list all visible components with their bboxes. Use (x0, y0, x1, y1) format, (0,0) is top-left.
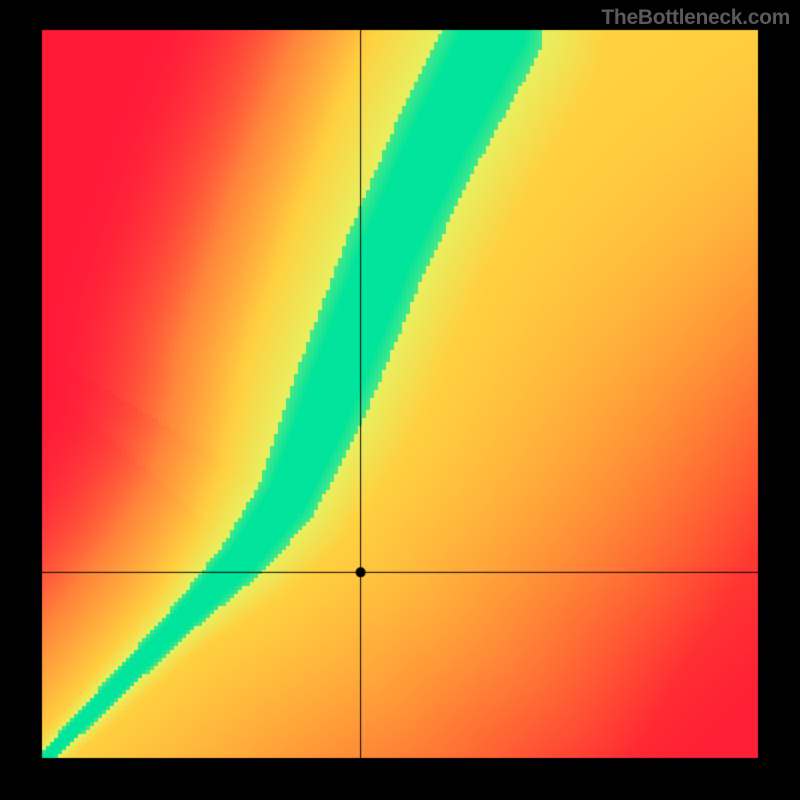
chart-container: TheBottleneck.com (0, 0, 800, 800)
heatmap-canvas (0, 0, 800, 800)
watermark-label: TheBottleneck.com (601, 6, 790, 30)
